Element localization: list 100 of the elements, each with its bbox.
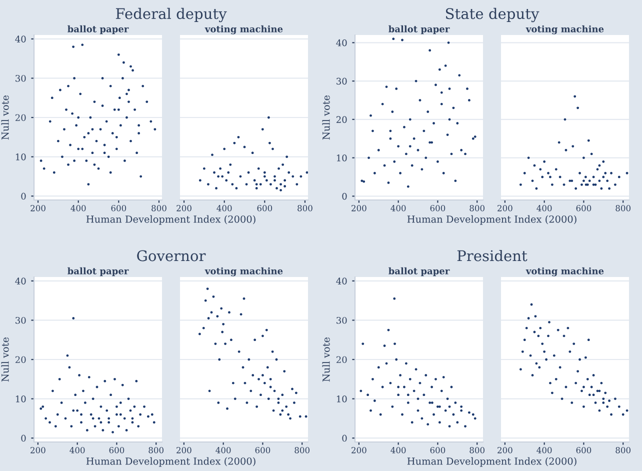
x-axis-title: Human Development Index (2000) [407, 215, 576, 225]
x-tick-label: 800 [298, 205, 312, 212]
x-tick-label: 400 [216, 205, 232, 212]
point [606, 405, 609, 408]
point [88, 376, 90, 378]
point [360, 180, 364, 182]
point [152, 421, 156, 424]
x-tick-label: 200 [352, 447, 366, 454]
y-tick-label: 10 [336, 396, 347, 402]
point [440, 390, 443, 392]
chart-subtitle: voting machine [526, 267, 604, 276]
point [271, 350, 274, 353]
y-tick-label: 0 [342, 192, 347, 200]
point [408, 378, 412, 380]
point [284, 179, 286, 182]
point [242, 297, 246, 300]
point [626, 172, 628, 174]
x-tick-label: 400 [216, 447, 231, 454]
point [604, 172, 607, 174]
x-tick-label: 800 [148, 447, 164, 454]
point [90, 413, 92, 416]
point [519, 368, 522, 371]
point [584, 176, 587, 178]
point [539, 168, 542, 171]
point [281, 409, 284, 412]
point [550, 392, 554, 394]
x-tick-label: 600 [255, 447, 270, 454]
point [604, 392, 607, 394]
x-tick-label: 600 [430, 447, 446, 454]
x-tick-label: 600 [576, 205, 592, 212]
point [537, 334, 540, 338]
point [263, 171, 266, 174]
point [521, 350, 524, 353]
point [574, 187, 578, 190]
point [460, 405, 463, 408]
point [72, 409, 75, 412]
point [618, 176, 620, 178]
point [204, 299, 207, 302]
x-tick-label: 600 [109, 447, 124, 454]
point [543, 160, 546, 163]
point [285, 405, 288, 408]
point [198, 179, 202, 182]
point [121, 384, 124, 386]
point [570, 180, 574, 182]
point [448, 405, 451, 408]
chart-subtitle: ballot paper [68, 267, 129, 276]
point [554, 378, 558, 380]
point [223, 148, 226, 150]
point [414, 368, 418, 371]
x-tick-label: 400 [390, 205, 406, 212]
point [397, 394, 400, 396]
point [362, 180, 366, 183]
point [221, 330, 224, 334]
point [377, 366, 380, 369]
point [42, 405, 44, 408]
point [412, 137, 416, 140]
x-axis-title: Human Development Index (2000) [407, 457, 576, 467]
x-tick-label: 800 [616, 447, 630, 454]
point [76, 409, 79, 412]
point [525, 326, 528, 330]
point [406, 185, 410, 188]
y-tick-label: 30 [16, 74, 26, 82]
point [442, 172, 445, 174]
point [538, 366, 541, 369]
y-tick-label: 30 [336, 78, 347, 85]
x-tick-label: 200 [176, 205, 192, 212]
point [219, 167, 222, 170]
point [202, 326, 205, 330]
x-tick-label: 200 [498, 205, 512, 212]
y-tick-label: 40 [15, 36, 26, 42]
point [550, 183, 554, 186]
y-tick-label: 20 [15, 114, 26, 122]
point [100, 405, 102, 408]
point [257, 167, 260, 170]
point [404, 362, 408, 365]
point [251, 152, 254, 154]
y-tick-label: 40 [336, 39, 347, 46]
point [265, 328, 268, 332]
point [438, 68, 441, 71]
x-tick-label: 600 [111, 205, 126, 212]
chart-subtitle: ballot paper [68, 25, 129, 34]
point [392, 38, 395, 40]
x-tick-label: 400 [536, 205, 552, 212]
chart-title: Federal deputy [116, 8, 227, 22]
point [298, 415, 302, 418]
point [447, 41, 450, 44]
x-tick-label: 200 [498, 447, 512, 454]
point [373, 172, 376, 174]
chart-title: President [457, 250, 528, 262]
point [568, 350, 572, 353]
point [266, 366, 269, 369]
point [440, 102, 443, 106]
point [393, 160, 396, 163]
point [444, 64, 447, 67]
point [225, 179, 228, 182]
point [564, 148, 568, 152]
y-axis-title: Null vote [1, 95, 9, 140]
point [366, 394, 370, 396]
point [556, 328, 560, 332]
point [393, 297, 396, 300]
